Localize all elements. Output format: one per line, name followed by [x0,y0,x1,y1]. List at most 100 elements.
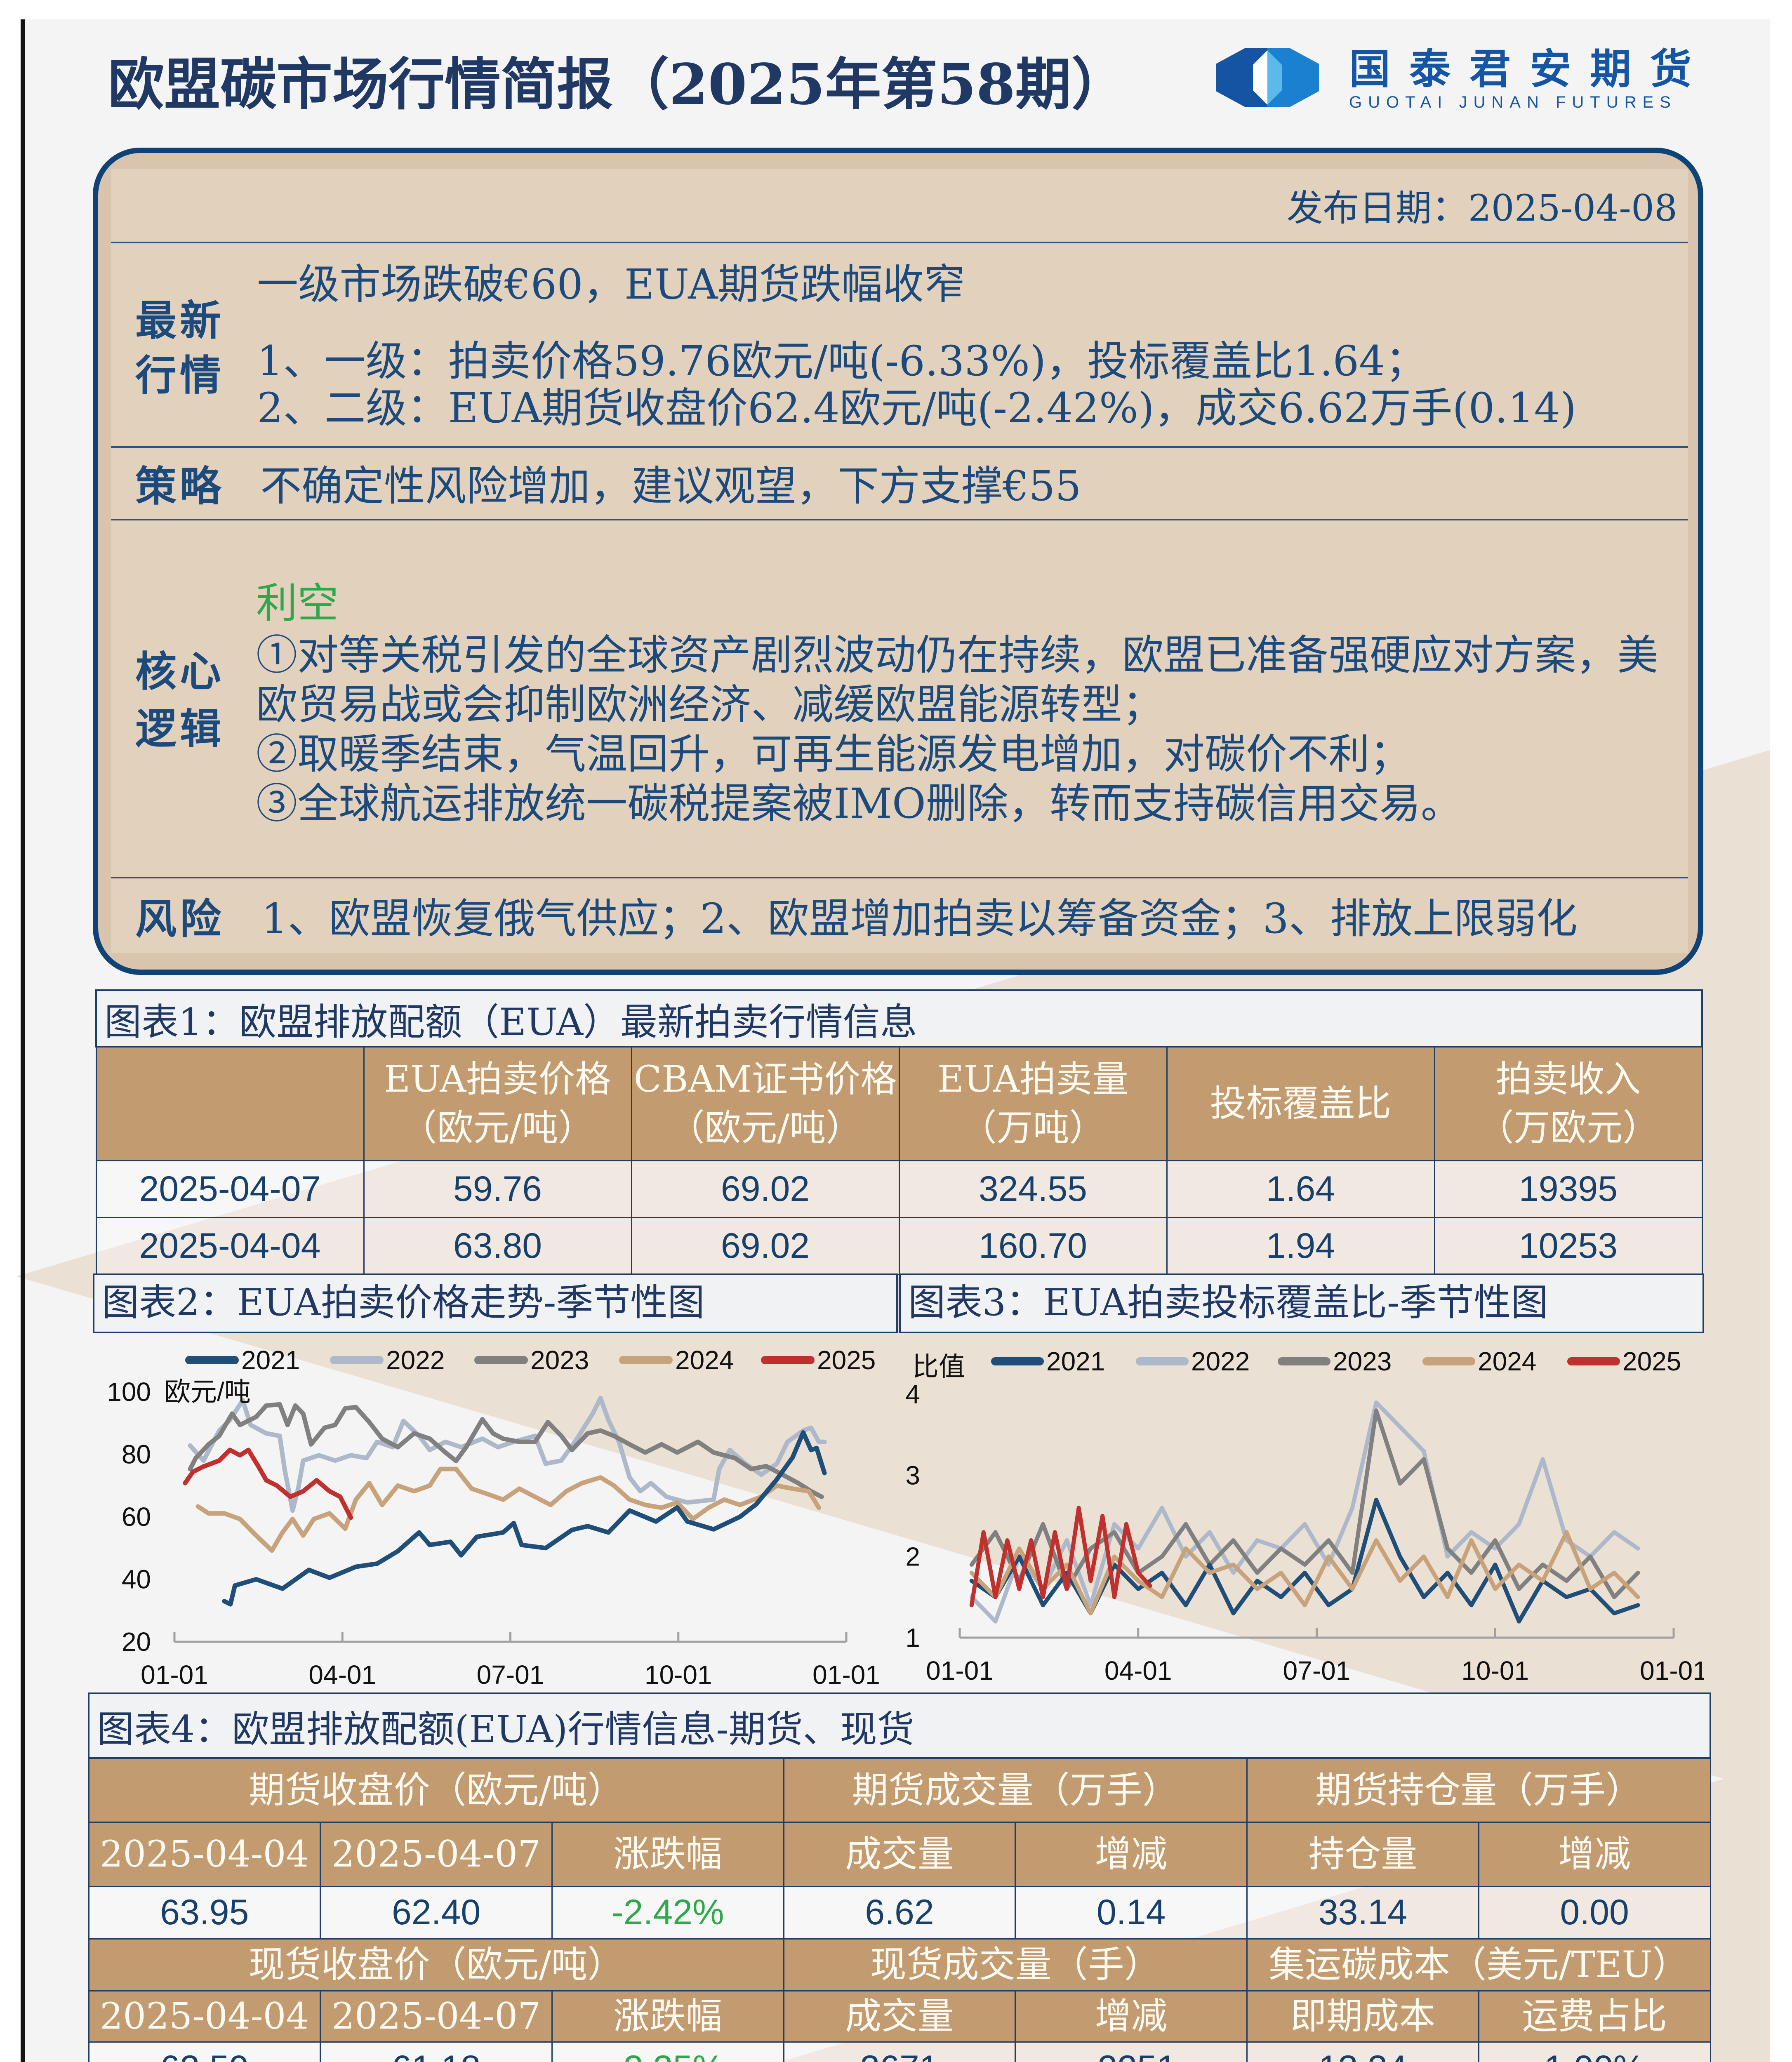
table-cell: 0.14 [1015,1885,1248,1940]
header-cell: 运费占比 [1478,1990,1711,2043]
logic-point: ②取暖季结束，气温回升，可再生能源发电增加，对碳价不利； [256,730,1411,778]
page-left-edge [21,19,25,2062]
table-cell: 2671 [783,2041,1016,2062]
header-cell: 拍卖收入 （万欧元） [1434,1046,1703,1161]
table-title: 图表4：欧盟排放配额(EUA)行情信息-期货、现货 [88,1692,1711,1759]
group-header-cell: 期货收盘价（欧元/吨） [88,1757,784,1823]
header-cell: 即期成本 [1246,1990,1479,2043]
divider [111,877,1688,878]
y-tick-label: 2 [905,1542,920,1571]
series-line-2023 [188,1402,824,1499]
summary-box [93,148,1703,975]
legend-label: 2025 [1622,1346,1681,1376]
header-line: （万欧元） [1477,1106,1659,1149]
header-cell-empty [95,1046,365,1161]
report-title: 欧盟碳市场行情简报（2025年第58期） [108,52,1128,118]
legend-label: 2024 [1478,1346,1536,1376]
y-tick-label: 40 [122,1565,151,1594]
y-axis-unit: 欧元/吨 [164,1377,251,1407]
series-line-2023 [969,1408,1640,1599]
latest-line-secondary: 2、二级：EUA期货收盘价62.4欧元/吨(-2.42%)，成交6.62万手(0… [257,384,1577,432]
group-header-cell: 期货成交量（万手） [783,1757,1248,1823]
series-line-2022 [188,1396,827,1513]
logic-point: ③全球航运排放统一碳税提案被IMO删除，转而支持碳信用交易。 [256,779,1462,828]
octagon-logo-icon [1216,48,1319,107]
legend-label: 2024 [675,1345,734,1375]
table-row: 63.95 62.40 -2.42% 6.62 0.14 33.14 0.00 [88,1885,1711,1940]
group-header-cell: 现货收盘价（欧元/吨） [88,1938,784,1991]
table-cell: 61.18 [320,2041,553,2062]
series-line-2025 [969,1506,1152,1608]
summary-box-inner [111,169,1688,953]
table-group-header-row: 期货收盘价（欧元/吨） 期货成交量（万手） 期货持仓量（万手） [88,1757,1711,1823]
x-tick-label: 04-01 [308,1660,376,1690]
series-line-2022 [969,1400,1640,1624]
header-line: （欧元/吨） [400,1106,595,1149]
x-tick-label: 01-01 [812,1660,880,1690]
y-tick-label: 60 [122,1502,151,1532]
table-cell: 62.40 [320,1885,553,1940]
table-cell-date: 2025-04-07 [95,1160,365,1218]
legend-label: 2025 [817,1345,876,1375]
series-line-2025 [183,1448,353,1520]
divider [111,519,1688,520]
table-cell: 69.02 [631,1160,900,1218]
header-cell: 增减 [1015,1990,1248,2043]
table-cell: -2251 [1015,2041,1248,2062]
legend-item: 2022 [330,1345,445,1375]
table-cell: 1.64 [1166,1160,1435,1218]
table-cell: 33.14 [1246,1885,1479,1940]
table-cell-date: 2025-04-04 [95,1217,365,1275]
series-line-2021 [222,1430,827,1607]
logic-point: ①对等关税引发的全球资产剧烈波动仍在持续，欧盟已准备强硬应对方案，美欧贸易战或会… [256,631,1658,729]
table-row: 2025-04-07 59.76 69.02 324.55 1.64 19395 [95,1160,1703,1218]
y-tick-label: 80 [122,1440,151,1469]
group-header-cell: 现货成交量（手） [783,1938,1248,1991]
x-tick-label: 01-01 [926,1656,994,1685]
latest-label-1: 最新 [135,296,224,345]
header-cell: 2025-04-07 [320,1990,553,2043]
series-line-2024 [195,1466,821,1553]
table-cell: 324.55 [898,1160,1168,1218]
strategy-label: 策略 [135,462,224,511]
table-title: 图表1：欧盟排放配额（EUA）最新拍卖行情信息 [95,989,1703,1047]
header-cell: CBAM证书价格 （欧元/吨） [631,1046,900,1161]
table-cell: 63.95 [88,1885,321,1940]
group-header-cell: 期货持仓量（万手） [1246,1757,1711,1823]
header-cell: 2025-04-04 [88,1821,321,1887]
series-line-2024 [969,1530,1640,1615]
bearish-tag: 利空 [256,579,339,627]
divider [111,242,1688,243]
table-cell: 63.80 [363,1217,632,1275]
table-header-row: 2025-04-04 2025-04-07 涨跌幅 成交量 增减 持仓量 增减 [88,1821,1711,1887]
header-line: 拍卖收入 [1495,1058,1641,1101]
table-caption-row: 图表4：欧盟排放配额(EUA)行情信息-期货、现货 [88,1692,1711,1759]
legend-label: 2022 [1191,1346,1250,1376]
change-pct-cell: -2.42% [551,1885,784,1940]
logo-text-en: GUOTAI JUNAN FUTURES [1349,93,1677,111]
legend-item: 2021 [185,1345,300,1375]
table-cell: 69.02 [631,1217,900,1275]
y-tick-label: 20 [122,1627,151,1657]
header-line: 投标覆盖比 [1210,1082,1392,1125]
logic-label-2: 逻辑 [135,704,224,753]
risk-label: 风险 [135,894,224,943]
header-line: EUA拍卖价格 [384,1058,612,1101]
table-cell: 59.76 [363,1160,632,1218]
strategy-text: 不确定性风险增加，建议观望，下方支撑€55 [260,462,1081,510]
group-header-cell: 集运碳成本（美元/TEU） [1246,1938,1711,1991]
legend-label: 2021 [1046,1346,1105,1376]
table-header-row: 2025-04-04 2025-04-07 涨跌幅 成交量 增减 即期成本 运费… [88,1990,1711,2043]
header-cell: EUA拍卖量 （万吨） [898,1046,1168,1161]
divider [111,446,1688,448]
table-cell: 13.34 [1246,2041,1479,2062]
x-tick-label: 07-01 [477,1660,544,1690]
table-row: 62.59 61.18 -2.25% 2671 -2251 13.34 1.00… [88,2041,1711,2062]
y-axis-unit: 比值 [912,1352,965,1382]
y-tick-label: 3 [905,1461,920,1490]
table-cell: 10253 [1434,1217,1703,1275]
header-cell: 持仓量 [1246,1821,1479,1887]
logic-label-1: 核心 [135,647,224,696]
